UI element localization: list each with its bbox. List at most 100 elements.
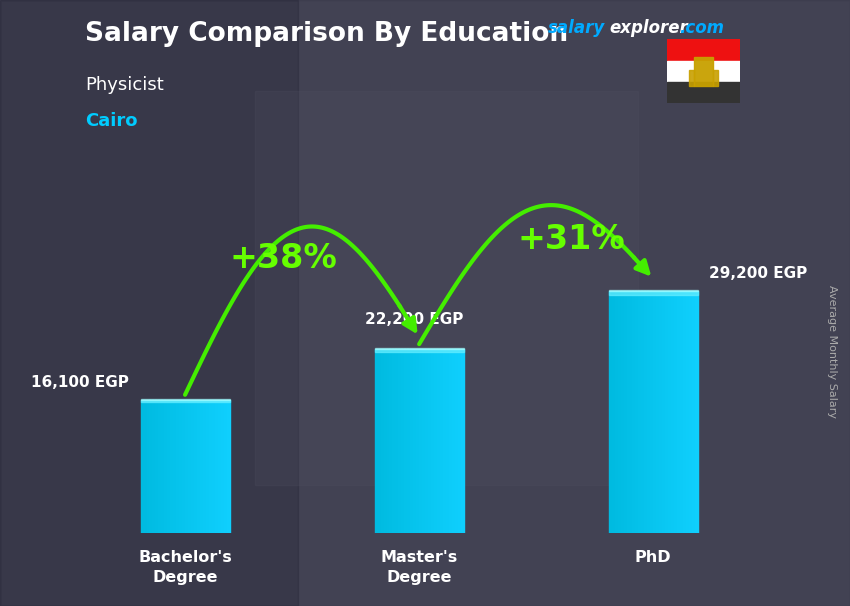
Bar [694, 57, 713, 85]
Bar [618, 291, 620, 533]
Text: explorer: explorer [609, 19, 688, 38]
Bar [451, 349, 455, 533]
Bar [146, 399, 150, 533]
Bar [455, 349, 458, 533]
Bar [162, 399, 165, 533]
Bar [375, 348, 463, 349]
Bar [688, 291, 692, 533]
Bar [626, 291, 630, 533]
Bar [656, 291, 660, 533]
Bar [668, 291, 672, 533]
Bar [156, 399, 159, 533]
Bar [713, 70, 717, 85]
Bar [413, 349, 416, 533]
Bar [667, 39, 740, 61]
Bar [612, 291, 615, 533]
Bar [383, 349, 387, 533]
Bar [218, 399, 221, 533]
Bar [419, 349, 422, 533]
Bar [630, 291, 632, 533]
Bar [150, 399, 153, 533]
Bar [158, 399, 162, 533]
Bar [686, 291, 689, 533]
Bar [140, 399, 144, 533]
Bar [665, 291, 668, 533]
Bar [644, 291, 648, 533]
Bar [381, 349, 384, 533]
Bar [650, 291, 654, 533]
Bar [688, 70, 694, 85]
Bar [209, 399, 212, 533]
Bar [428, 349, 431, 533]
Text: salary: salary [548, 19, 605, 38]
Bar [660, 291, 662, 533]
Text: 22,200 EGP: 22,200 EGP [366, 312, 463, 327]
Bar [683, 291, 686, 533]
Bar [377, 349, 381, 533]
Bar [182, 399, 185, 533]
Bar [255, 91, 638, 485]
Bar [449, 349, 452, 533]
Bar [443, 349, 446, 533]
Bar [694, 291, 698, 533]
Bar [188, 399, 191, 533]
Bar [624, 291, 626, 533]
Bar [680, 291, 683, 533]
Text: Physicist: Physicist [85, 76, 164, 94]
Bar [667, 61, 740, 82]
Bar [167, 399, 171, 533]
Bar [395, 349, 399, 533]
Bar [609, 290, 698, 291]
Bar [375, 349, 463, 351]
Bar [203, 399, 206, 533]
Text: 16,100 EGP: 16,100 EGP [31, 375, 129, 390]
Bar [434, 349, 437, 533]
Text: 29,200 EGP: 29,200 EGP [710, 266, 808, 281]
Bar [440, 349, 443, 533]
Bar [140, 399, 230, 402]
Bar [194, 399, 197, 533]
Text: .com: .com [679, 19, 724, 38]
Bar [212, 399, 215, 533]
Bar [164, 399, 167, 533]
Bar [654, 291, 656, 533]
Bar [667, 82, 740, 103]
Bar [422, 349, 425, 533]
Bar [692, 291, 695, 533]
Bar [221, 399, 224, 533]
Text: +38%: +38% [230, 242, 337, 276]
Bar [173, 399, 177, 533]
Bar [206, 399, 209, 533]
Bar [461, 349, 464, 533]
Bar [179, 399, 182, 533]
Bar [401, 349, 405, 533]
Bar [674, 291, 677, 533]
Bar [642, 291, 644, 533]
Text: +31%: +31% [518, 222, 625, 256]
Bar [152, 399, 156, 533]
Bar [425, 349, 428, 533]
Bar [416, 349, 419, 533]
Bar [224, 399, 227, 533]
Bar [457, 349, 461, 533]
Bar [638, 291, 642, 533]
Bar [144, 399, 147, 533]
Bar [200, 399, 203, 533]
Bar [632, 291, 636, 533]
Bar [389, 349, 393, 533]
Bar [411, 349, 413, 533]
Bar [405, 349, 407, 533]
Bar [615, 291, 618, 533]
Bar [197, 399, 200, 533]
Bar [215, 399, 218, 533]
Bar [636, 291, 638, 533]
Text: Cairo: Cairo [85, 112, 138, 130]
Bar [176, 399, 179, 533]
Bar [431, 349, 434, 533]
Text: Salary Comparison By Education: Salary Comparison By Education [85, 21, 568, 47]
Bar [671, 291, 674, 533]
Bar [648, 291, 650, 533]
Bar [609, 291, 698, 295]
Bar [191, 399, 194, 533]
Bar [185, 399, 188, 533]
